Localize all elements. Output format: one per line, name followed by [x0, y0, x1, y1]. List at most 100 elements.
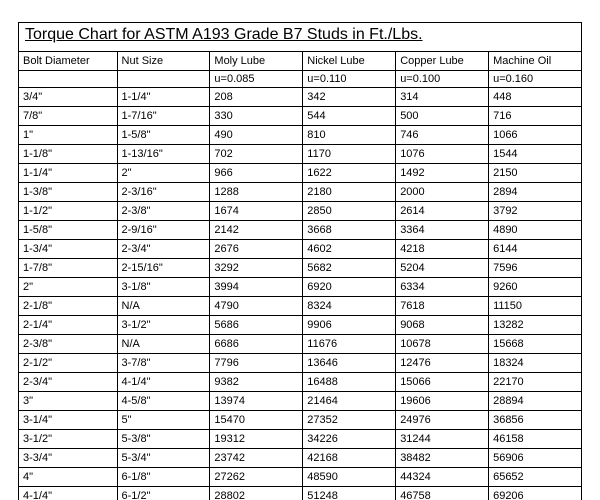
table-cell: 1674 — [210, 202, 303, 221]
torque-chart-page: Torque Chart for ASTM A193 Grade B7 Stud… — [0, 0, 600, 500]
table-cell: N/A — [117, 335, 210, 354]
table-row: 1-1/8"1-13/16"702117010761544 — [19, 145, 582, 164]
table-cell: 10678 — [396, 335, 489, 354]
chart-title: Torque Chart for ASTM A193 Grade B7 Stud… — [19, 23, 582, 52]
table-cell: 2894 — [489, 183, 582, 202]
table-row: 2-3/4"4-1/4"9382164881506622170 — [19, 373, 582, 392]
table-cell: 3364 — [396, 221, 489, 240]
table-cell: 3-7/8" — [117, 354, 210, 373]
table-cell: 9382 — [210, 373, 303, 392]
table-cell: 7618 — [396, 297, 489, 316]
table-cell: 7/8" — [19, 107, 118, 126]
table-cell: 21464 — [303, 392, 396, 411]
table-cell: 3-1/2" — [19, 430, 118, 449]
table-cell: 3-1/4" — [19, 411, 118, 430]
table-cell: 1-5/8" — [117, 126, 210, 145]
table-cell: 2-3/8" — [19, 335, 118, 354]
table-cell: 46758 — [396, 487, 489, 500]
table-cell: 5" — [117, 411, 210, 430]
table-row: 2-1/8"N/A47908324761811150 — [19, 297, 582, 316]
table-cell: 1-1/4" — [117, 88, 210, 107]
table-cell: 7596 — [489, 259, 582, 278]
table-cell: 5204 — [396, 259, 489, 278]
table-row: 3/4"1-1/4"208342314448 — [19, 88, 582, 107]
subheader-row: u=0.085u=0.110u=0.100u=0.160 — [19, 71, 582, 88]
table-cell: 23742 — [210, 449, 303, 468]
table-cell: 15470 — [210, 411, 303, 430]
table-row: 1-5/8"2-9/16"2142366833644890 — [19, 221, 582, 240]
table-cell: 2850 — [303, 202, 396, 221]
column-header: Nut Size — [117, 52, 210, 71]
table-cell: 15066 — [396, 373, 489, 392]
table-cell: 69206 — [489, 487, 582, 500]
table-row: 4"6-1/8"27262485904432465652 — [19, 468, 582, 487]
table-row: 1-3/4"2-3/4"2676460242186144 — [19, 240, 582, 259]
table-cell: 24976 — [396, 411, 489, 430]
table-cell: 1-1/4" — [19, 164, 118, 183]
table-cell: 2" — [117, 164, 210, 183]
table-cell: 8324 — [303, 297, 396, 316]
table-cell: 2-3/4" — [19, 373, 118, 392]
table-row: 3"4-5/8"13974214641960628894 — [19, 392, 582, 411]
table-cell: 4" — [19, 468, 118, 487]
table-cell: 16488 — [303, 373, 396, 392]
table-cell: 2-3/8" — [117, 202, 210, 221]
table-cell: 490 — [210, 126, 303, 145]
table-cell: 48590 — [303, 468, 396, 487]
table-cell: 2-15/16" — [117, 259, 210, 278]
table-cell: 2150 — [489, 164, 582, 183]
table-row: 1-7/8"2-15/16"3292568252047596 — [19, 259, 582, 278]
table-cell: 27352 — [303, 411, 396, 430]
table-cell: 36856 — [489, 411, 582, 430]
column-header: Nickel Lube — [303, 52, 396, 71]
table-cell: 716 — [489, 107, 582, 126]
table-cell: 28894 — [489, 392, 582, 411]
table-cell: 27262 — [210, 468, 303, 487]
table-cell: 1-13/16" — [117, 145, 210, 164]
table-cell: N/A — [117, 297, 210, 316]
table-cell: 810 — [303, 126, 396, 145]
table-cell: 6144 — [489, 240, 582, 259]
table-cell: 56906 — [489, 449, 582, 468]
table-cell: 1-3/8" — [19, 183, 118, 202]
table-cell: 28802 — [210, 487, 303, 500]
table-row: 2-1/4"3-1/2"56869906906813282 — [19, 316, 582, 335]
table-cell: 3292 — [210, 259, 303, 278]
column-header: Moly Lube — [210, 52, 303, 71]
table-row: 3-1/4"5"15470273522497636856 — [19, 411, 582, 430]
table-cell: 12476 — [396, 354, 489, 373]
table-cell: 31244 — [396, 430, 489, 449]
table-row: 7/8"1-7/16"330544500716 — [19, 107, 582, 126]
table-cell: 702 — [210, 145, 303, 164]
column-header: Machine Oil — [489, 52, 582, 71]
table-cell: 1288 — [210, 183, 303, 202]
table-cell: 46158 — [489, 430, 582, 449]
title-row: Torque Chart for ASTM A193 Grade B7 Stud… — [19, 23, 582, 52]
table-row: 1-1/4"2"966162214922150 — [19, 164, 582, 183]
table-cell: 6334 — [396, 278, 489, 297]
table-cell: 314 — [396, 88, 489, 107]
table-cell: 6-1/2" — [117, 487, 210, 500]
table-cell: 2142 — [210, 221, 303, 240]
table-cell: 9906 — [303, 316, 396, 335]
table-row: 3-1/2"5-3/8"19312342263124446158 — [19, 430, 582, 449]
table-cell: 2614 — [396, 202, 489, 221]
table-cell: 13974 — [210, 392, 303, 411]
table-cell: 2-9/16" — [117, 221, 210, 240]
table-cell: 500 — [396, 107, 489, 126]
table-cell: 3792 — [489, 202, 582, 221]
table-cell: 6-1/8" — [117, 468, 210, 487]
table-cell: 544 — [303, 107, 396, 126]
table-cell: 13282 — [489, 316, 582, 335]
table-cell: 9260 — [489, 278, 582, 297]
table-cell: 3" — [19, 392, 118, 411]
table-cell: 22170 — [489, 373, 582, 392]
table-row: 2-1/2"3-7/8"7796136461247618324 — [19, 354, 582, 373]
column-subheader — [19, 71, 118, 88]
table-cell: 1-1/2" — [19, 202, 118, 221]
table-cell: 38482 — [396, 449, 489, 468]
table-cell: 15668 — [489, 335, 582, 354]
table-cell: 4890 — [489, 221, 582, 240]
table-cell: 5686 — [210, 316, 303, 335]
table-cell: 42168 — [303, 449, 396, 468]
